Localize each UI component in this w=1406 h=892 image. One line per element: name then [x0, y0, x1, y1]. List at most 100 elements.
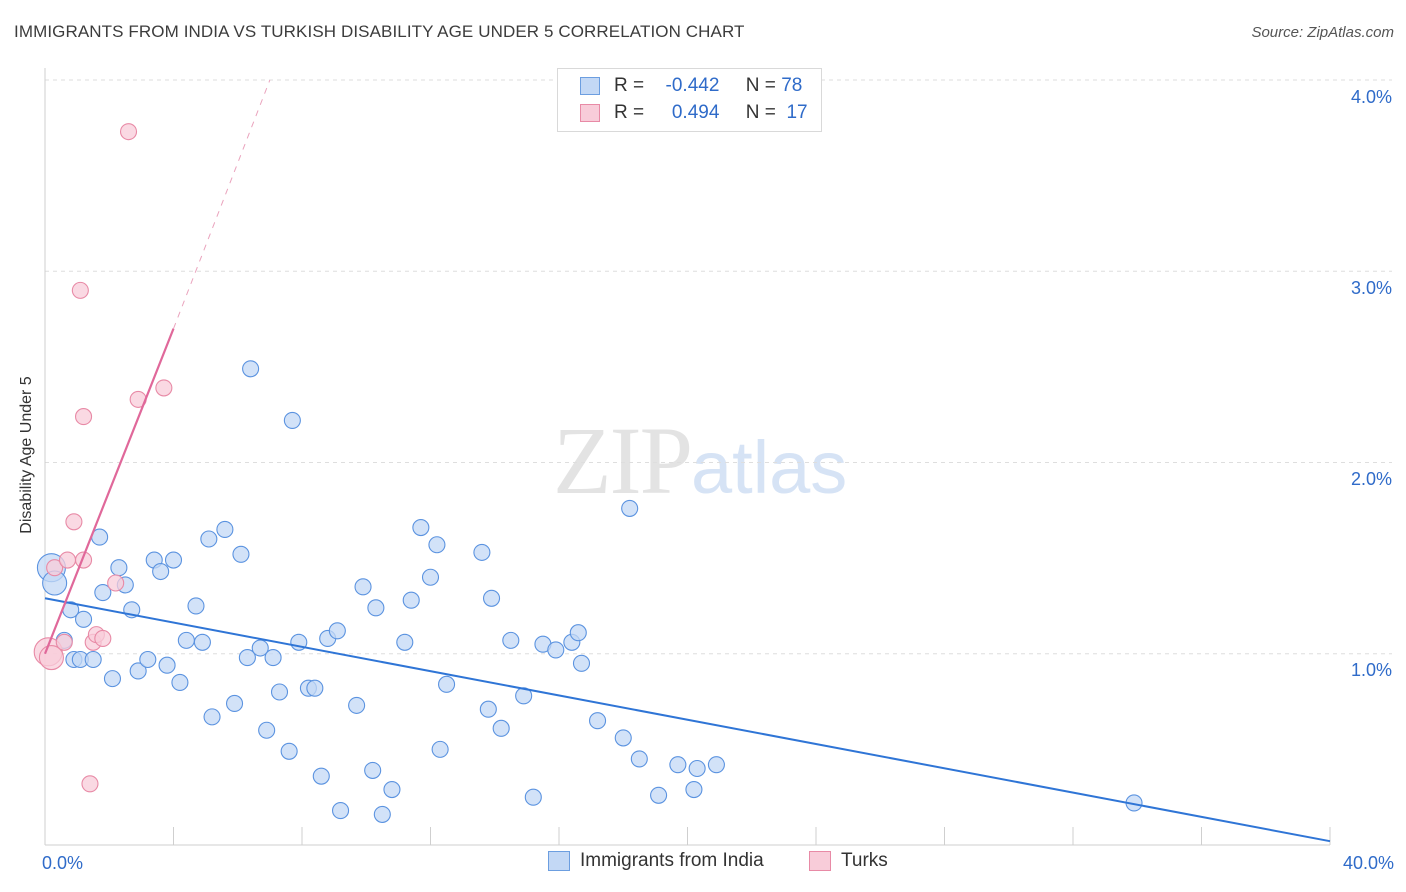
legend-n-label: N =: [745, 102, 776, 123]
point-india-26: [216, 520, 234, 538]
point-india-44: [348, 696, 366, 714]
point-india-69: [588, 712, 607, 730]
point-india-52: [412, 518, 430, 537]
point-india-47: [367, 599, 385, 617]
point-india-42: [328, 622, 346, 640]
point-india-23: [193, 633, 211, 651]
trendline-turks-extension: [173, 79, 271, 329]
point-india-9: [94, 583, 112, 602]
bottom-legend-label-turks: Turks: [841, 850, 888, 871]
point-india-75: [685, 780, 703, 799]
point-turks-7: [81, 775, 99, 793]
point-india-25: [203, 708, 221, 726]
bottom-legend-turks: Turks: [809, 850, 888, 872]
point-turks-4: [65, 513, 83, 531]
point-india-11: [110, 559, 128, 577]
point-india-67: [569, 624, 587, 642]
point-india-40: [312, 767, 330, 785]
legend-r-value-india: -0.442: [665, 75, 720, 96]
point-india-65: [547, 641, 565, 659]
point-india-34: [270, 683, 289, 701]
legend-r-value-turks: 0.494: [671, 102, 720, 123]
legend-swatch-turks: [580, 104, 600, 122]
point-india-24: [200, 530, 218, 548]
point-india-28: [232, 545, 250, 563]
point-india-48: [373, 805, 391, 823]
point-turks-10: [94, 629, 112, 648]
point-india-68: [572, 654, 591, 672]
source-label: Source: ZipAtlas.com: [1251, 24, 1394, 41]
point-turks-2: [55, 633, 73, 651]
point-india-46: [364, 761, 382, 779]
point-india-58: [479, 700, 497, 718]
point-india-10: [103, 670, 122, 688]
y-tick-label-2: 2.0%: [1350, 469, 1392, 489]
x-tick-label-max: 40.0%: [1342, 853, 1394, 873]
point-india-27: [225, 694, 244, 713]
point-india-7: [84, 650, 102, 669]
point-india-63: [524, 788, 542, 806]
point-india-22: [187, 597, 205, 615]
watermark: ZIPatlas: [553, 405, 847, 516]
point-india-54: [428, 536, 446, 554]
bottom-legend-swatch-turks: [809, 851, 831, 871]
point-india-39: [306, 679, 324, 697]
point-india-31: [251, 639, 269, 657]
point-india-18: [158, 656, 176, 674]
bottom-legend-label-india: Immigrants from India: [580, 850, 764, 871]
point-india-43: [331, 802, 350, 820]
point-india-14: [129, 662, 147, 680]
point-india-21: [177, 631, 195, 649]
watermark-zip: ZIP: [553, 407, 693, 514]
point-turks-11: [107, 574, 125, 592]
point-india-61: [502, 631, 520, 649]
point-india-36: [283, 411, 301, 429]
point-turks-6: [75, 408, 93, 426]
legend-n-value-turks: 17: [786, 102, 808, 123]
point-india-59: [482, 589, 501, 607]
point-india-45: [354, 578, 372, 596]
chart-title: IMMIGRANTS FROM INDIA VS TURKISH DISABIL…: [14, 22, 745, 41]
stats-legend: R = -0.442 N = 78 R = 0.494 N = 17: [557, 68, 822, 132]
legend-row-turks: R = 0.494 N = 17: [580, 101, 808, 125]
legend-row-india: R = -0.442 N = 78: [580, 74, 802, 98]
point-india-49: [383, 780, 401, 799]
point-india-55: [431, 740, 449, 758]
point-turks-5: [71, 281, 89, 299]
point-india-70: [614, 729, 632, 747]
point-india-71: [621, 499, 639, 517]
point-turks-15: [38, 645, 64, 671]
point-turks-14: [155, 379, 173, 397]
y-tick-label-3: 3.0%: [1350, 278, 1392, 298]
point-india-74: [669, 756, 687, 774]
point-india-76: [688, 759, 706, 778]
point-india-19: [164, 551, 183, 569]
point-india-57: [473, 543, 491, 561]
point-india-32: [258, 721, 276, 739]
trendline-india: [44, 597, 1331, 843]
point-india-17: [152, 562, 170, 581]
point-india-35: [280, 742, 298, 760]
x-tick-label-min: 0.0%: [42, 853, 84, 873]
point-india-72: [630, 750, 648, 768]
trendline-turks: [43, 328, 175, 655]
point-india-29: [238, 649, 256, 667]
bottom-legend-swatch-india: [548, 851, 570, 871]
point-india-77: [707, 756, 725, 774]
point-india-60: [492, 719, 510, 737]
point-india-56: [438, 675, 456, 693]
legend-r-label: R =: [614, 102, 645, 123]
y-tick-label-4: 4.0%: [1350, 87, 1392, 107]
point-india-50: [396, 633, 414, 651]
point-turks-1: [46, 559, 64, 577]
point-india-6: [75, 610, 93, 628]
legend-n-label: N =: [745, 75, 776, 96]
legend-r-label: R =: [614, 75, 645, 96]
point-india-33: [264, 649, 282, 667]
bottom-legend-india: Immigrants from India: [548, 850, 764, 872]
point-india-51: [402, 591, 420, 609]
point-india-20: [171, 673, 189, 691]
point-turks-12: [119, 123, 138, 141]
legend-swatch-india: [580, 77, 600, 95]
